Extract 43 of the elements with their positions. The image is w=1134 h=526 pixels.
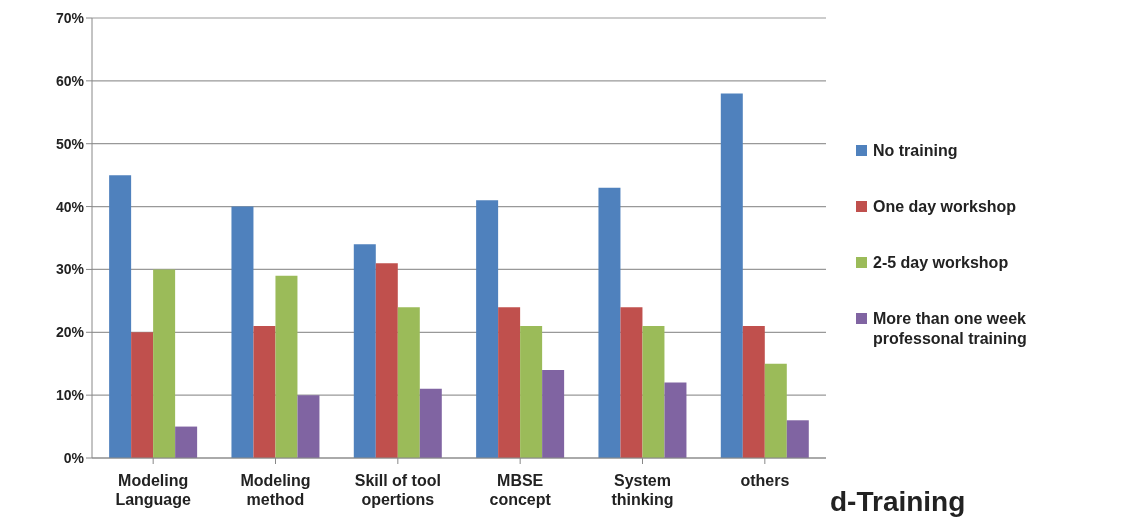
bar xyxy=(764,363,787,458)
bar xyxy=(542,370,565,458)
x-tick-label: MBSE concept xyxy=(489,472,552,508)
bar xyxy=(375,263,398,458)
y-tick-label: 10% xyxy=(55,387,85,404)
x-tick-label: System thinking xyxy=(611,472,674,508)
bar xyxy=(353,244,376,458)
bar xyxy=(131,332,154,458)
x-tick-label: Modeling method xyxy=(240,472,311,508)
legend-label: No training xyxy=(873,141,958,161)
bar xyxy=(253,326,276,458)
x-tick-label: Modeling Language xyxy=(115,472,192,508)
y-tick-label: 20% xyxy=(55,324,85,341)
legend-label: 2-5 day workshop xyxy=(873,253,1009,273)
bar xyxy=(742,326,765,458)
bar xyxy=(720,93,743,458)
bar xyxy=(275,275,298,458)
text: d-Training xyxy=(830,486,966,518)
bar xyxy=(231,206,254,458)
y-tick-label: 70% xyxy=(55,9,85,26)
bar xyxy=(153,269,176,458)
bar xyxy=(419,388,442,458)
y-tick-label: 40% xyxy=(55,198,85,215)
bar xyxy=(786,420,809,458)
bar xyxy=(520,326,543,458)
bar xyxy=(109,175,132,458)
x-tick-label: Skill of tool opertions xyxy=(354,472,441,508)
y-tick-label: 50% xyxy=(55,135,85,152)
bar xyxy=(476,200,499,458)
legend-label: One day workshop xyxy=(873,197,1017,217)
bar xyxy=(498,307,521,458)
legend-label: More than one week professonal training xyxy=(873,309,1028,349)
bar xyxy=(598,187,621,458)
y-tick-label: 60% xyxy=(55,72,85,89)
bar xyxy=(297,395,320,458)
y-tick-label: 0% xyxy=(63,449,85,466)
bar xyxy=(620,307,643,458)
bar xyxy=(397,307,420,458)
y-tick-label: 30% xyxy=(55,261,85,278)
bar xyxy=(175,426,198,458)
bar xyxy=(642,326,665,458)
x-tick-label: others xyxy=(740,472,790,489)
bar xyxy=(664,382,687,458)
